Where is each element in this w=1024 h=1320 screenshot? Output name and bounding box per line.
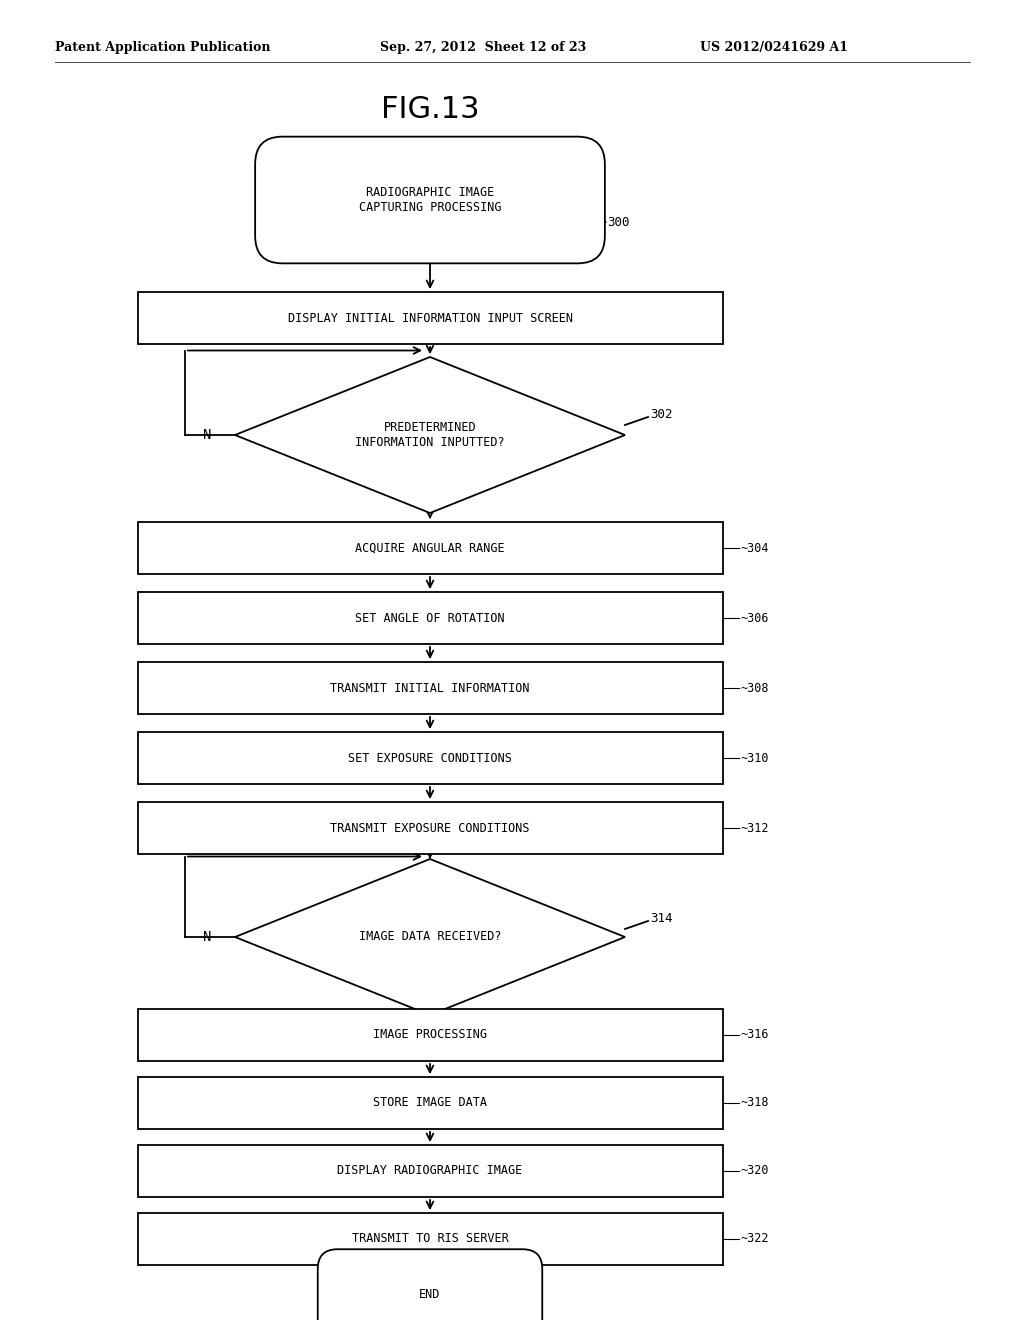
FancyBboxPatch shape bbox=[137, 1144, 723, 1197]
Text: DISPLAY INITIAL INFORMATION INPUT SCREEN: DISPLAY INITIAL INFORMATION INPUT SCREEN bbox=[288, 312, 572, 325]
Text: ~312: ~312 bbox=[740, 821, 769, 834]
Text: ~320: ~320 bbox=[740, 1164, 769, 1177]
Text: Y: Y bbox=[440, 525, 449, 539]
Text: TRANSMIT INITIAL INFORMATION: TRANSMIT INITIAL INFORMATION bbox=[331, 681, 529, 694]
Text: 302: 302 bbox=[650, 408, 673, 421]
Text: Y: Y bbox=[440, 1027, 449, 1041]
Text: IMAGE PROCESSING: IMAGE PROCESSING bbox=[373, 1028, 487, 1041]
Text: US 2012/0241629 A1: US 2012/0241629 A1 bbox=[700, 41, 848, 54]
Text: END: END bbox=[419, 1288, 440, 1302]
Text: TRANSMIT EXPOSURE CONDITIONS: TRANSMIT EXPOSURE CONDITIONS bbox=[331, 821, 529, 834]
Text: ~322: ~322 bbox=[740, 1233, 769, 1246]
FancyBboxPatch shape bbox=[317, 1249, 543, 1320]
Text: Patent Application Publication: Patent Application Publication bbox=[55, 41, 270, 54]
Text: ~308: ~308 bbox=[740, 681, 769, 694]
Text: TRANSMIT TO RIS SERVER: TRANSMIT TO RIS SERVER bbox=[351, 1233, 508, 1246]
Text: ACQUIRE ANGULAR RANGE: ACQUIRE ANGULAR RANGE bbox=[355, 541, 505, 554]
Text: ~310: ~310 bbox=[740, 751, 769, 764]
Text: FIG.13: FIG.13 bbox=[381, 95, 479, 124]
FancyBboxPatch shape bbox=[137, 1213, 723, 1265]
Text: N: N bbox=[203, 931, 211, 944]
Text: ~304: ~304 bbox=[740, 541, 769, 554]
Text: N: N bbox=[203, 428, 211, 442]
Text: IMAGE DATA RECEIVED?: IMAGE DATA RECEIVED? bbox=[358, 931, 502, 944]
Text: 314: 314 bbox=[650, 912, 673, 925]
FancyBboxPatch shape bbox=[137, 733, 723, 784]
FancyBboxPatch shape bbox=[137, 663, 723, 714]
FancyBboxPatch shape bbox=[137, 591, 723, 644]
Text: STORE IMAGE DATA: STORE IMAGE DATA bbox=[373, 1097, 487, 1110]
Text: Sep. 27, 2012  Sheet 12 of 23: Sep. 27, 2012 Sheet 12 of 23 bbox=[380, 41, 587, 54]
Text: ~316: ~316 bbox=[740, 1028, 769, 1041]
FancyBboxPatch shape bbox=[137, 292, 723, 345]
FancyBboxPatch shape bbox=[137, 521, 723, 574]
Text: 300: 300 bbox=[607, 215, 630, 228]
Text: DISPLAY RADIOGRAPHIC IMAGE: DISPLAY RADIOGRAPHIC IMAGE bbox=[337, 1164, 522, 1177]
FancyBboxPatch shape bbox=[137, 803, 723, 854]
Text: RADIOGRAPHIC IMAGE
CAPTURING PROCESSING: RADIOGRAPHIC IMAGE CAPTURING PROCESSING bbox=[358, 186, 502, 214]
Text: SET EXPOSURE CONDITIONS: SET EXPOSURE CONDITIONS bbox=[348, 751, 512, 764]
Text: SET ANGLE OF ROTATION: SET ANGLE OF ROTATION bbox=[355, 611, 505, 624]
Text: PREDETERMINED
INFORMATION INPUTTED?: PREDETERMINED INFORMATION INPUTTED? bbox=[355, 421, 505, 449]
Text: ~318: ~318 bbox=[740, 1097, 769, 1110]
Text: ~306: ~306 bbox=[740, 611, 769, 624]
FancyBboxPatch shape bbox=[255, 137, 605, 264]
FancyBboxPatch shape bbox=[137, 1077, 723, 1129]
Polygon shape bbox=[234, 859, 625, 1015]
FancyBboxPatch shape bbox=[137, 1008, 723, 1061]
Polygon shape bbox=[234, 356, 625, 513]
